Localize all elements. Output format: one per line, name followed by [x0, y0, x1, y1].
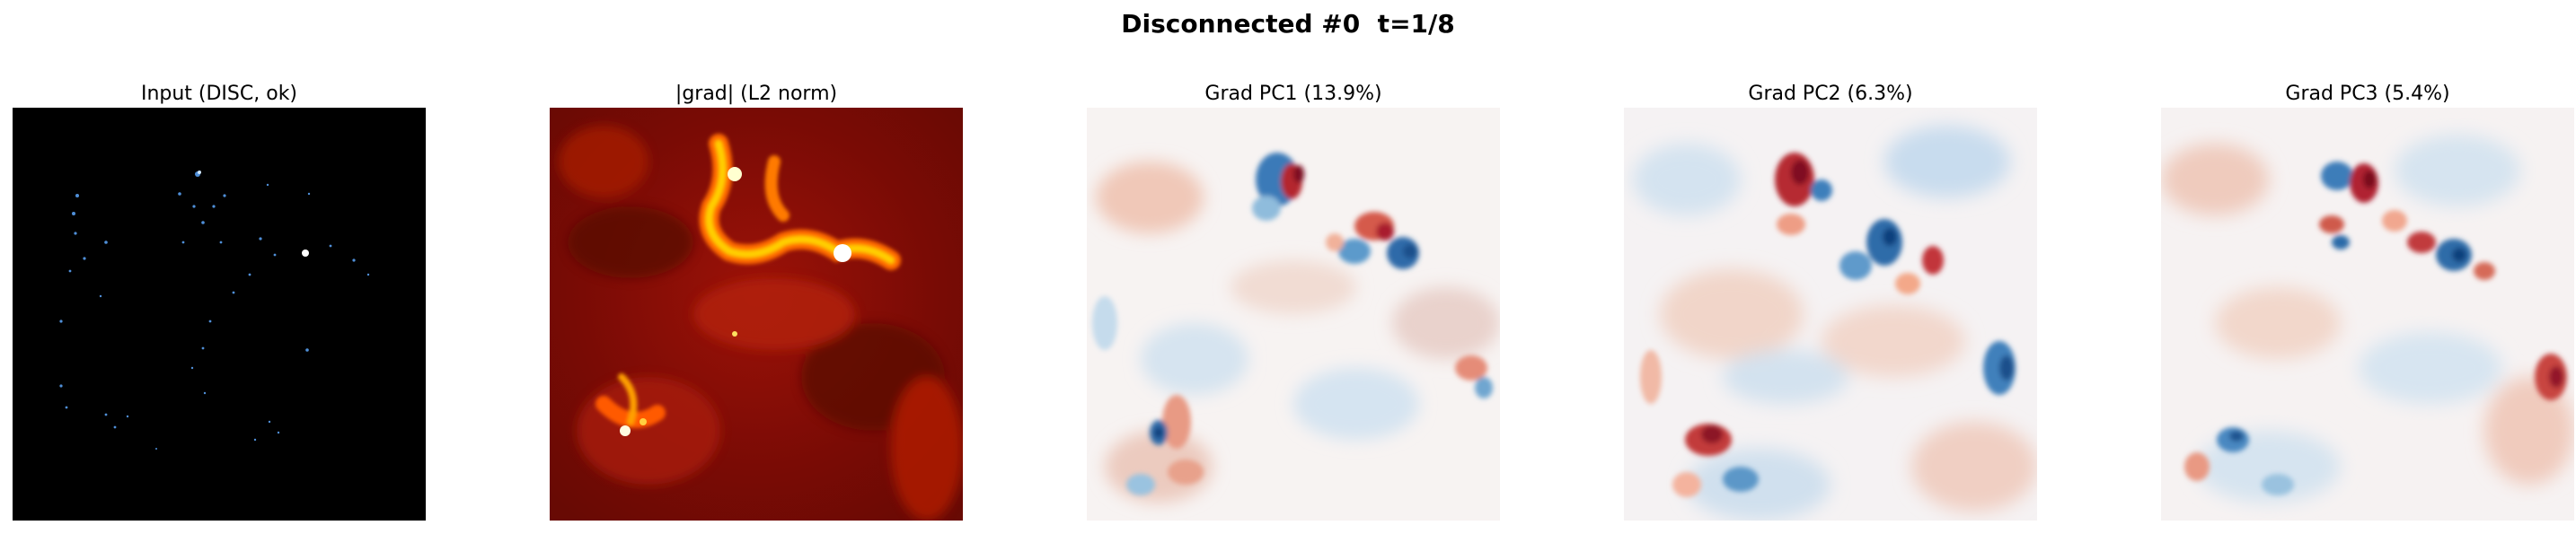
panel-grad-pc2: Grad PC2 (6.3%): [1624, 81, 2037, 521]
panel-input: Input (DISC, ok): [13, 81, 426, 521]
input-image: [13, 108, 426, 521]
panel-grad-pc3: Grad PC3 (5.4%): [2161, 81, 2574, 521]
panel-title: |grad| (L2 norm): [675, 83, 838, 105]
grad-pc1-image: [1087, 108, 1500, 521]
panel-title: Grad PC1 (13.9%): [1204, 83, 1382, 105]
panel-title: Input (DISC, ok): [140, 83, 298, 105]
grad-pc3-image: [2161, 108, 2574, 521]
grad-norm-image: [550, 108, 963, 521]
figure-title: Disconnected #0 t=1/8: [1121, 9, 1455, 39]
grad-pc2-image: [1624, 108, 2037, 521]
panel-grad-norm: |grad| (L2 norm): [550, 81, 963, 521]
panel-title: Grad PC2 (6.3%): [1748, 83, 1913, 105]
panel-grad-pc1: Grad PC1 (13.9%): [1087, 81, 1500, 521]
panel-title: Grad PC3 (5.4%): [2285, 83, 2450, 105]
